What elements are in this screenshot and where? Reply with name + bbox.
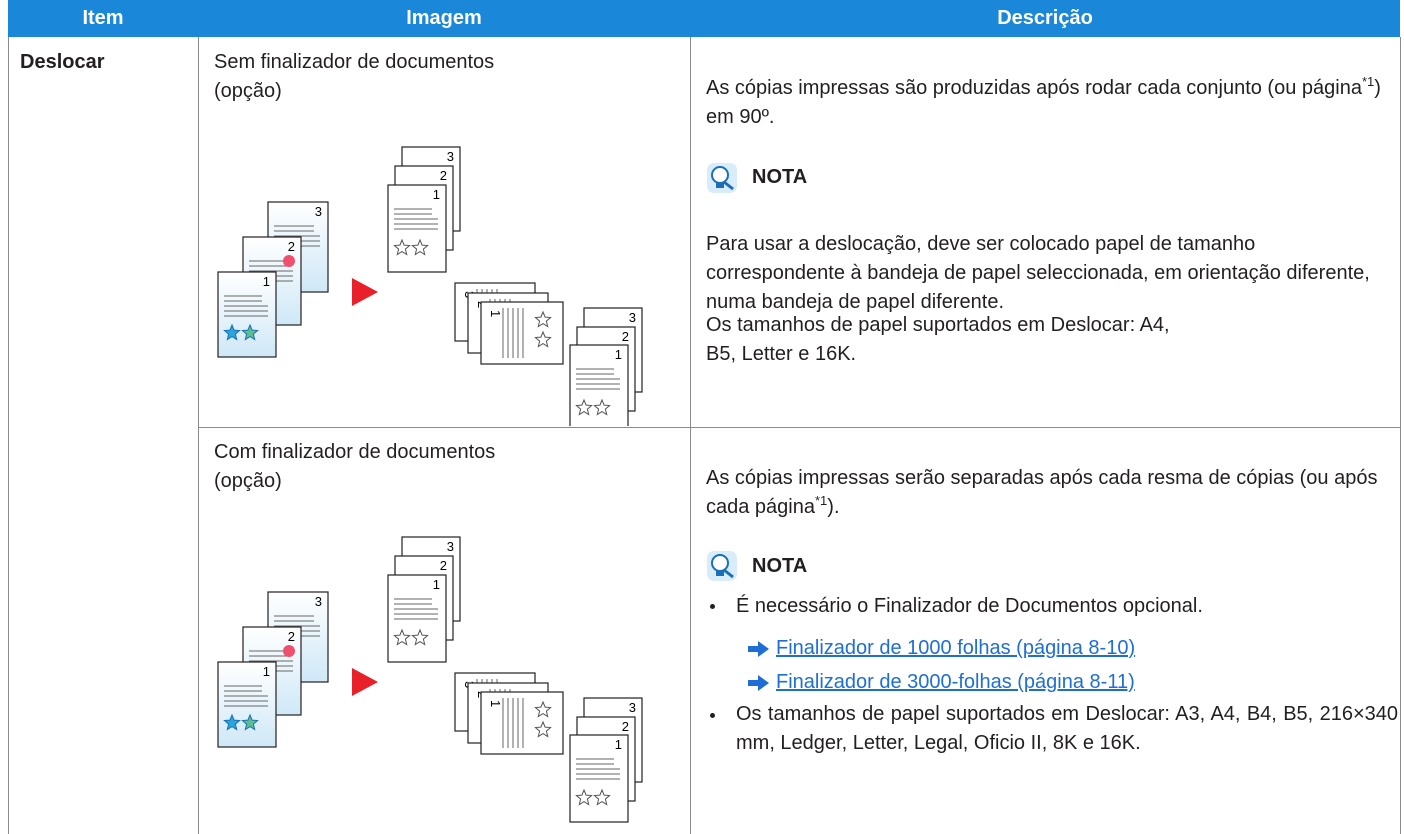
note-text: Os tamanhos de papel suportados em Deslo… [706,314,1170,365]
page [217,661,277,748]
note-title: NOTA [752,166,808,188]
text: ) em 90º. [706,77,1381,128]
star [393,238,411,256]
page [480,691,564,755]
border [198,427,1401,428]
note-text: É necessário o Finalizador de Documentos… [736,595,1203,617]
note-text: Para usar a deslocação, deve ser colocad… [706,233,1370,313]
bullet [710,604,715,609]
page-number: 1 [433,577,440,592]
text: As cópias impressas serão separadas após… [706,467,1378,518]
border [690,37,691,834]
page-number: 1 [488,310,503,317]
illustration: 321321321321 [217,536,643,823]
star [223,713,241,731]
star [534,330,552,348]
text: ). [827,496,840,518]
page-number: 2 [288,239,295,254]
bullet [710,713,715,718]
star [411,628,429,646]
star [241,323,259,341]
page-number: 2 [440,558,447,573]
footnote: *1 [1361,74,1375,89]
page-number: 3 [315,594,322,609]
note-icon [707,163,737,193]
page-number: 1 [615,737,622,752]
footnote: *1 [814,493,828,508]
header-cell: Item [82,7,124,29]
page [480,301,564,365]
arrow [352,278,378,306]
page-number: 1 [263,664,270,679]
page-number: 2 [622,329,629,344]
star [534,700,552,718]
page-number: 1 [433,187,440,202]
border [198,37,199,834]
page-number: 2 [288,629,295,644]
page-number: 1 [488,700,503,707]
illustration: 321321321321 [217,146,643,426]
star [575,788,593,806]
text: As cópias impressas são produzidas após … [706,77,1362,99]
link[interactable]: Finalizador de 1000 folhas (página 8-10) [776,637,1136,659]
note-text: Os tamanhos de papel suportados em Deslo… [736,703,1398,754]
link-arrow [748,675,769,691]
page-number: 1 [263,274,270,289]
note-title: NOTA [752,555,808,577]
page-number: 3 [629,310,636,325]
star [593,398,611,416]
star [241,713,259,731]
header-cell: Descrição [997,7,1093,29]
page-number: 3 [629,700,636,715]
page-number: 3 [315,204,322,219]
note-icon [707,551,737,581]
item-label: Deslocar [20,51,105,73]
header-bar [8,0,1400,37]
dot [283,645,295,657]
page-number: 2 [622,719,629,734]
star [393,628,411,646]
star [534,310,552,328]
dot [283,255,295,267]
star [223,323,241,341]
page-number: 2 [440,168,447,183]
image-caption: Sem finalizador de documentos [214,51,495,73]
border [8,37,9,834]
link-arrow [748,641,769,657]
star [411,238,429,256]
page-number: 3 [447,149,454,164]
star [575,398,593,416]
star [534,720,552,738]
header-cell: Imagem [406,7,482,29]
page-number: 3 [447,539,454,554]
page-number: 1 [615,347,622,362]
link[interactable]: Finalizador de 3000-folhas (página 8-11) [776,671,1135,693]
border [1400,37,1401,834]
description: As cópias impressas são produzidas após … [706,74,1396,132]
star [593,788,611,806]
description: As cópias impressas serão separadas após… [706,464,1396,522]
image-caption: (opção) [214,470,282,492]
image-caption: (opção) [214,80,282,102]
page [217,271,277,358]
arrow [352,668,378,696]
image-caption: Com finalizador de documentos [214,441,496,463]
